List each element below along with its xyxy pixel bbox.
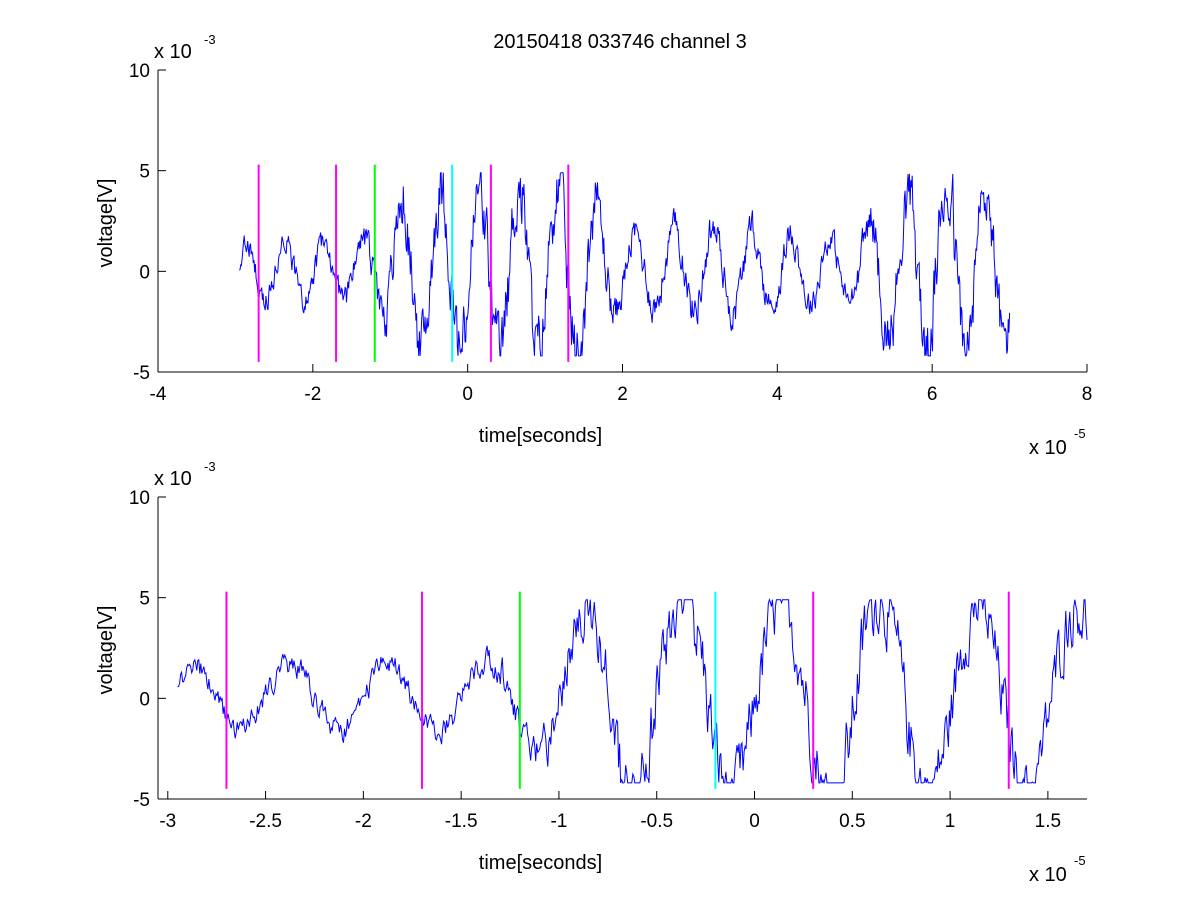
y-axis-label: voltage[V] (95, 606, 117, 695)
x-tick-label: -2.5 (249, 811, 282, 832)
x-tick-label: 0 (749, 811, 760, 832)
x-tick-label: 1 (945, 811, 956, 832)
x-multiplier-label: x 10 (1029, 437, 1067, 459)
y-multiplier-exponent: -3 (204, 459, 216, 474)
chart-title: 20150418 033746 channel 3 (493, 31, 747, 53)
x-tick-label: 4 (772, 384, 783, 405)
y-axis-label: voltage[V] (95, 179, 117, 268)
top-axes: -5 0 5 10 -4 -2 0 2 4 6 8 time[seconds] voltage[V] x … (95, 32, 1092, 459)
signal-line (239, 171, 1011, 357)
x-axis-label: time[seconds] (479, 852, 602, 874)
y-multiplier-exponent: -3 (204, 32, 216, 47)
x-tick-label: -2 (304, 384, 321, 405)
x-multiplier-exponent: -5 (1074, 426, 1086, 441)
x-tick-label: -1 (550, 811, 567, 832)
x-axis-label: time[seconds] (479, 425, 602, 447)
x-tick-label: 0 (462, 384, 473, 405)
x-tick-label: -4 (150, 384, 167, 405)
x-tick-label: -3 (159, 811, 176, 832)
x-multiplier-exponent: -5 (1074, 853, 1086, 868)
signal-line (177, 598, 1088, 785)
y-tick-label: 5 (139, 589, 150, 610)
x-tick-label: 0.5 (839, 811, 865, 832)
y-tick-label: 10 (129, 61, 150, 82)
x-tick-label: 2 (617, 384, 628, 405)
y-tick-label: 0 (139, 262, 150, 283)
y-tick-label: -5 (133, 790, 150, 811)
y-tick-label: 10 (129, 488, 150, 509)
y-tick-label: 0 (139, 689, 150, 710)
bottom-axes: -5 0 5 10 -3 -2.5 -2 -1.5 -1 -0.5 0 0.5 1 1.5 time[sec… (95, 459, 1088, 886)
x-tick-label: 8 (1082, 384, 1093, 405)
y-multiplier-label: x 10 (154, 41, 192, 63)
x-tick-label: -0.5 (640, 811, 673, 832)
x-tick-label: 6 (927, 384, 938, 405)
x-tick-label: -1.5 (445, 811, 478, 832)
x-tick-label: 1.5 (1035, 811, 1061, 832)
y-multiplier-label: x 10 (154, 468, 192, 490)
y-tick-label: -5 (133, 363, 150, 384)
x-multiplier-label: x 10 (1029, 864, 1067, 886)
y-tick-label: 5 (139, 162, 150, 183)
x-tick-label: -2 (355, 811, 372, 832)
